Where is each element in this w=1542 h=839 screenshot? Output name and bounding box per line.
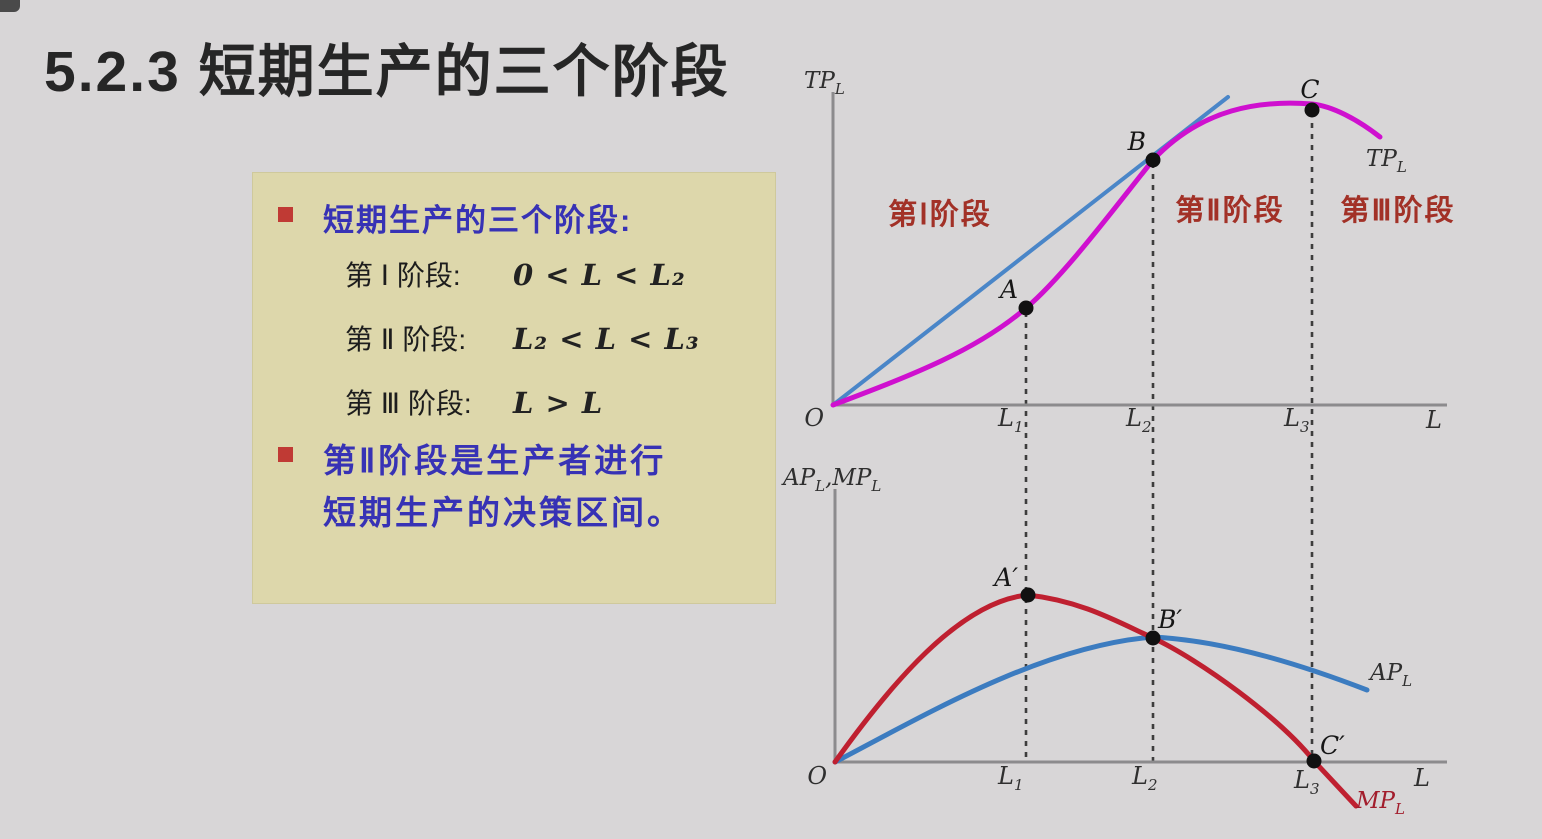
point-b-prime-label: B′ [1157,605,1182,634]
point-a-prime-dot [1020,587,1036,603]
stage-line-1: 第 Ⅰ 阶段: 0 < L < L₂ [345,254,700,294]
stage-1-range: 0 < L < L₂ [513,258,686,292]
point-c-label: C [1300,75,1319,104]
point-b-dot [1145,152,1161,168]
note-block: 第Ⅱ阶段是生产者进行 短期生产的决策区间。 [323,435,683,539]
stage-3-range: L > L [513,386,604,420]
stages-block: 短期生产的三个阶段: 第 Ⅰ 阶段: 0 < L < L₂ 第 Ⅱ 阶段: L₂… [323,195,700,446]
top-y-axis-label: TPL [804,68,845,98]
corner-mark [0,0,20,12]
bottom-x-axis-label: L [1413,764,1430,792]
note-line-1: 第Ⅱ阶段是生产者进行 [323,442,667,479]
tp-curve [830,100,1383,408]
ap-curve-label: APL [1368,660,1412,690]
bullet-item-stages: 短期生产的三个阶段: 第 Ⅰ 阶段: 0 < L < L₂ 第 Ⅱ 阶段: L₂… [278,195,700,446]
page-title: 5.2.3 短期生产的三个阶段 [44,40,730,104]
stage-line-3: 第 Ⅲ 阶段: L > L [345,382,700,422]
bottom-tick-l1: L1 [997,762,1023,794]
bottom-y-axis-label: APL,MPL [781,465,881,495]
stage-3-label: 第 Ⅲ 阶段: [345,388,472,419]
top-tick-l2: L2 [1125,404,1151,436]
point-a-dot [1018,300,1034,316]
tp-curve-label: TPL [1366,146,1407,176]
point-c-prime-dot [1306,753,1322,769]
note-line-2: 短期生产的决策区间。 [323,494,683,531]
top-x-axis-label: L [1425,406,1442,434]
point-c-prime-label: C′ [1320,731,1345,760]
stage-line-2: 第 Ⅱ 阶段: L₂ < L < L₃ [345,318,700,358]
mp-curve-label: MPL [1355,788,1405,818]
top-tick-l3: L3 [1283,404,1309,436]
stages-heading: 短期生产的三个阶段: [323,203,633,238]
stage-2-label: 第 Ⅱ 阶段: [345,324,467,355]
bottom-tick-l3: L3 [1293,766,1319,798]
stage-1-annotation: 第Ⅰ阶段 [888,197,992,231]
bullet-square-icon [278,447,293,462]
point-b-label: B [1127,127,1146,156]
stage-3-annotation: 第Ⅲ阶段 [1341,193,1456,227]
bullet-item-note: 第Ⅱ阶段是生产者进行 短期生产的决策区间。 [278,435,683,539]
stage-2-range: L₂ < L < L₃ [513,322,700,356]
top-origin-label: O [804,404,824,432]
stage-1-label: 第 Ⅰ 阶段: [345,260,461,291]
point-b-prime-dot [1145,630,1161,646]
bullet-square-icon [278,207,293,222]
stage-2-annotation: 第Ⅱ阶段 [1175,193,1284,227]
bottom-origin-label: O [807,762,827,790]
top-tick-l1: L1 [997,404,1023,436]
point-a-prime-label: A′ [992,563,1018,592]
bottom-tick-l2: L2 [1131,762,1157,794]
mp-curve [832,592,1359,809]
point-c-dot [1304,102,1320,118]
point-a-label: A [998,275,1018,304]
ap-curve [832,634,1370,765]
info-box: 短期生产的三个阶段: 第 Ⅰ 阶段: 0 < L < L₂ 第 Ⅱ 阶段: L₂… [252,172,776,604]
